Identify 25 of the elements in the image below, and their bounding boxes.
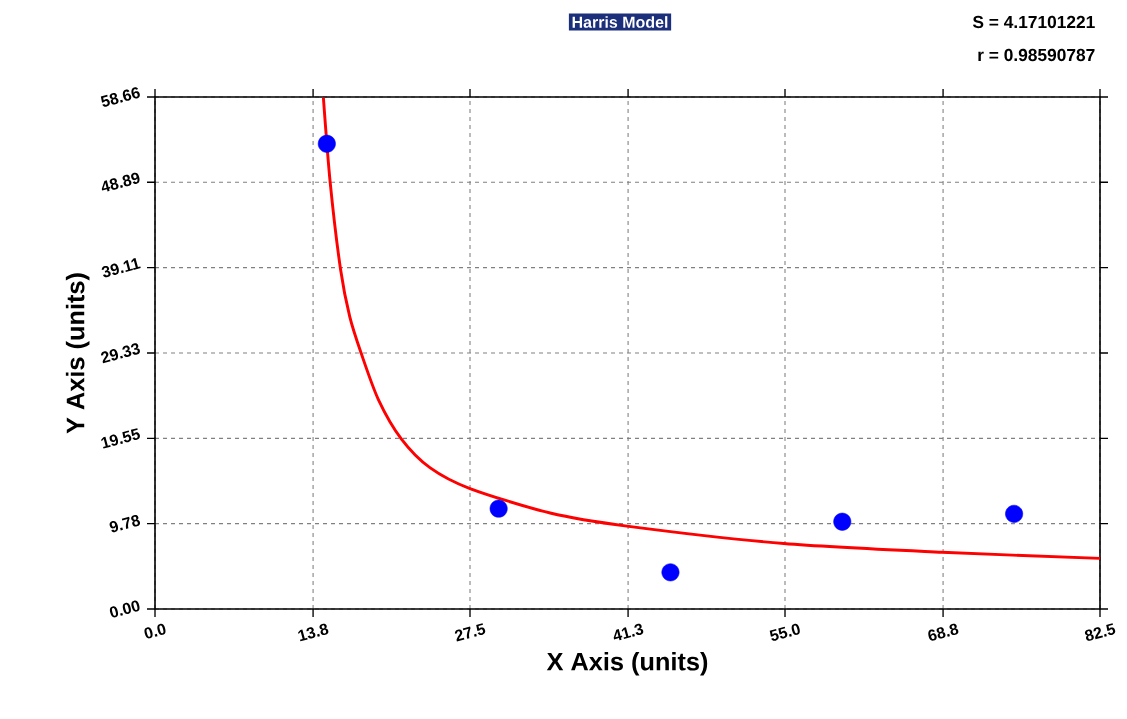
x-tick-label: 27.5 <box>454 623 486 642</box>
y-tick-label: 48.89 <box>101 172 140 192</box>
chart-title: Harris Model <box>572 16 668 28</box>
y-tick-label: 29.33 <box>101 343 140 364</box>
y-tick-label: 58.66 <box>100 87 140 107</box>
x-tick-label: 68.8 <box>928 623 959 641</box>
point <box>833 512 852 531</box>
point <box>661 563 680 582</box>
x-tick-label: 41.3 <box>613 623 644 641</box>
x-tick-label: 55.0 <box>769 623 800 641</box>
text: r = 0.98590787 <box>978 48 1095 62</box>
point <box>317 134 336 153</box>
point <box>1005 504 1024 523</box>
x-tick-label: 0.0 <box>144 623 166 639</box>
x-tick-label: 13.8 <box>298 623 329 642</box>
y-tick-label: 19.55 <box>101 428 140 449</box>
line-series <box>321 97 1100 560</box>
y-tick-label: 9.78 <box>109 515 141 533</box>
point <box>489 499 508 518</box>
y-tick-label: 39.11 <box>101 258 141 278</box>
text: S = 4.17101221 <box>972 15 1095 29</box>
y-tick-label: 0.00 <box>109 600 140 618</box>
x-axis-title: X Axis (units) <box>546 651 708 676</box>
x-tick-label: 82.5 <box>1084 623 1116 641</box>
y-axis-title: Y Axis (units) <box>65 273 90 434</box>
